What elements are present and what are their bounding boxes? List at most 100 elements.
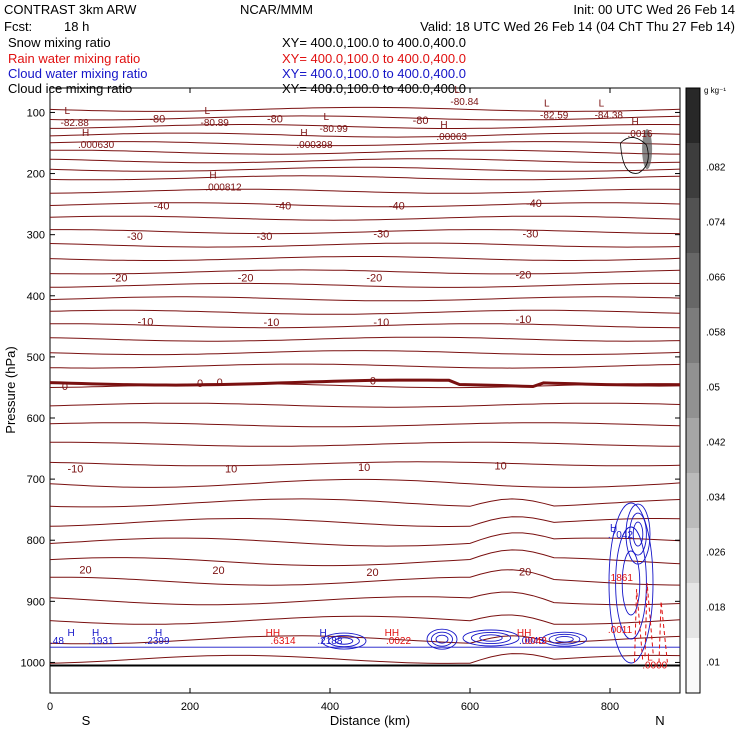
isotherm-line-3 [49, 132, 681, 138]
isotherm-label-28: 20 [212, 565, 224, 577]
cloud-water-label-3: .1931 [89, 636, 114, 647]
rain-contour-1 [644, 582, 654, 657]
isotherm-line-30 [49, 516, 681, 527]
extremum-kind-7: H [300, 128, 307, 139]
isotherm-line-16 [49, 282, 681, 288]
cloud-water-ring-5-2 [632, 521, 644, 547]
init-time: Init: 00 UTC Wed 26 Feb 14 [573, 2, 735, 17]
ice-contour [620, 137, 649, 174]
isotherm-line-4 [49, 141, 681, 147]
isotherm-line-18 [49, 309, 681, 315]
field-cloudwater-name: Cloud water mixing ratio [8, 66, 147, 81]
isotherm-line-33 [50, 569, 681, 586]
extremum-value-1: -80.89 [201, 118, 230, 129]
field-rain-xy: XY= 400.0,100.0 to 400.0,400.0 [282, 51, 466, 66]
isotherm-line-2 [50, 124, 681, 129]
x-tick-label-1: 200 [181, 701, 199, 713]
field-rain-name: Rain water mixing ratio [8, 51, 140, 66]
extremum-value-8: .00063 [436, 132, 467, 143]
y-tick-label-4: 500 [27, 352, 45, 364]
cloud-water-ring-2-2 [479, 634, 503, 642]
rain-label-9: .0000 [642, 660, 667, 671]
cloud-water-label-8: H [610, 523, 617, 534]
extremum-value-4: -82.59 [540, 110, 569, 121]
colorbar-label-9: .082 [706, 163, 726, 174]
colorbar-frame [685, 87, 701, 694]
isotherm-label-16: -10 [264, 317, 280, 329]
isotherm-label-19: 0 [62, 381, 68, 393]
y-tick-label-7: 800 [27, 535, 45, 547]
colorbar-swatch-8 [686, 198, 700, 253]
isotherm-label-13: -20 [366, 272, 382, 284]
zero-isotherm-line [49, 378, 681, 389]
cloud-water-label-0: H [68, 628, 75, 639]
y-axis-title: Pressure (hPa) [3, 346, 18, 433]
colorbar-swatch-3 [686, 473, 700, 528]
extremum-value-3: -80.84 [450, 97, 479, 108]
cloud-water-label-6: H [320, 628, 327, 639]
colorbar-label-8: .074 [706, 218, 726, 229]
extremum-value-2: -80.99 [320, 124, 349, 135]
y-tick-label-2: 300 [27, 230, 45, 242]
extremum-value-10: .000812 [205, 183, 242, 194]
colorbar-swatch-10 [686, 88, 700, 143]
colorbar-label-7: .066 [706, 273, 726, 284]
y-tick-label-0: 100 [27, 107, 45, 119]
axes: 0 200 400 600 800100200300400500600700800900… [21, 88, 680, 713]
isotherm-line-27 [49, 461, 681, 467]
y-tick-label-3: 400 [27, 291, 45, 303]
isotherm-line-24 [49, 402, 681, 408]
colorbar-unit: g kg⁻¹ [704, 86, 726, 95]
colorbar-label-6: .058 [706, 328, 726, 339]
extremum-kind-9: H [632, 117, 639, 128]
rain-contour-2 [658, 601, 668, 663]
org-label: NCAR/MMM [240, 2, 313, 17]
isotherm-line-7 [49, 166, 681, 172]
isotherm-line-6 [49, 158, 681, 164]
colorbar-swatch-5 [686, 363, 700, 418]
isotherm-line-32 [49, 549, 681, 567]
cloud-water-ring-0-2 [334, 637, 354, 645]
isotherm-line-29 [49, 498, 681, 508]
colorbar-swatch-1 [686, 583, 700, 638]
cloud-water-label-7: .2188 [317, 636, 342, 647]
isotherm-line-0 [49, 106, 681, 112]
isotherm-label-14: -20 [516, 269, 532, 281]
extremum-kind-10: H [209, 171, 216, 182]
colorbar-label-0: .01 [706, 658, 720, 669]
isotherm-label-18: -10 [516, 314, 532, 326]
cloud-water-ring-1-2 [435, 634, 449, 644]
snow-shading [620, 129, 653, 174]
isotherm-label-20: 0 [197, 378, 203, 390]
isotherm-label-23: -10 [68, 464, 84, 476]
rain-label-1: .6314 [271, 636, 296, 647]
contour-labels: -80 -80 -80 -40 -40 -40 -40 -30 -30 -30 -30 -20 -20 -… [50, 85, 668, 671]
cloud-water-ring-5-1 [629, 512, 647, 556]
isotherm-line-1 [49, 115, 681, 121]
isotherm-label-1: -80 [267, 114, 283, 126]
cloud-water-label-10: .0043 [519, 636, 544, 647]
forecast-label: Fcst: [4, 19, 32, 34]
isotherm-line-19 [49, 323, 681, 329]
isotherm-line-13 [49, 242, 681, 248]
south-label: S [82, 713, 91, 728]
cloud-water-ring-3-0 [542, 631, 587, 647]
valid-time: Valid: 18 UTC Wed 26 Feb 14 (04 ChT Thu … [420, 19, 735, 34]
isotherm-line-31 [49, 532, 681, 547]
isotherm-label-22: 0 [370, 376, 376, 388]
colorbar-label-2: .026 [706, 548, 726, 559]
isotherm-line-28 [49, 478, 681, 488]
rain-label-7: .0011 [608, 625, 633, 636]
extremum-kind-4: L [544, 98, 550, 109]
x-tick-label-4: 800 [601, 701, 619, 713]
cloud-water-ring-3-2 [555, 635, 574, 643]
colorbar-swatch-6 [686, 308, 700, 363]
field-snow-name: Snow mixing ratio [8, 35, 111, 50]
isotherm-line-17 [49, 296, 681, 302]
cloud-water-ring-2-0 [462, 629, 520, 647]
rain-label-4: HH [517, 628, 531, 639]
x-axis-title: Distance (km) [330, 713, 410, 728]
field-snow-xy: XY= 400.0,100.0 to 400.0,400.0 [282, 35, 466, 50]
colorbar-label-4: .042 [706, 438, 726, 449]
